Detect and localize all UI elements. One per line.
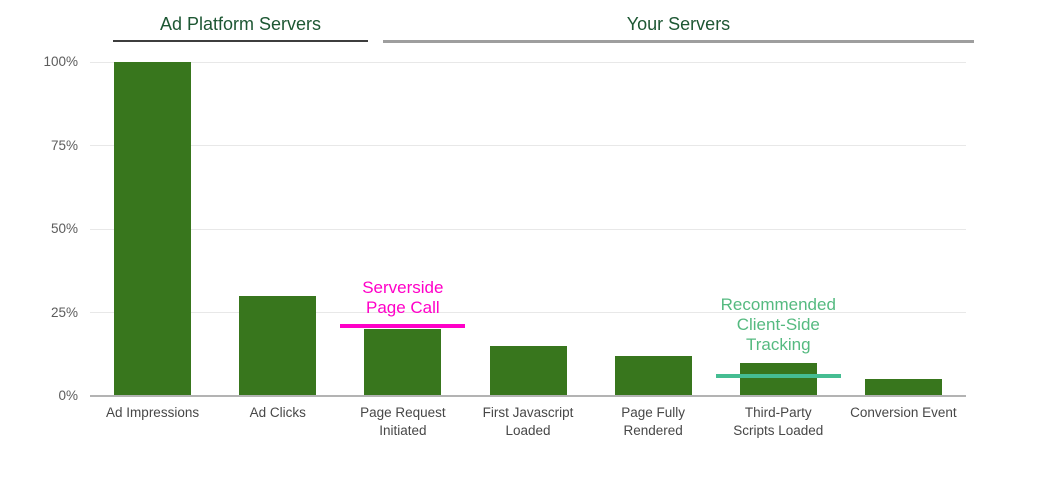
category-label: First Javascript Loaded — [482, 405, 574, 438]
gridline — [90, 61, 966, 63]
category-label: Page Request Initiated — [360, 405, 446, 438]
gridline — [90, 312, 966, 313]
bar — [614, 355, 692, 396]
bar — [739, 362, 817, 396]
gridline — [90, 228, 966, 230]
section-underline-ad-platform-servers — [113, 40, 368, 42]
y-tick-label: 100% — [43, 54, 78, 69]
bar — [489, 345, 567, 396]
section-title-your-servers: Your Servers — [626, 14, 731, 34]
annotation-serverside-page-call: Serverside Page Call — [362, 277, 444, 317]
y-tick-label: 75% — [50, 137, 78, 153]
x-axis-labels: Ad Impressions Ad Clicks Page Request Init… — [90, 404, 966, 448]
bar — [364, 329, 442, 396]
annotation-recommended-client-side-tracking: Recommended Client-Side Tracking — [720, 294, 836, 354]
category-label: Ad Clicks — [249, 405, 306, 420]
section-title-ad-platform-servers: Ad Platform Servers — [159, 14, 322, 34]
annotation-line — [715, 373, 841, 378]
category-label: Third-Party Scripts Loaded — [733, 405, 824, 438]
y-tick-label: 25% — [50, 304, 78, 320]
bar — [114, 62, 192, 396]
y-tick-label: 50% — [50, 221, 78, 236]
annotation-line — [340, 323, 466, 328]
category-label: Ad Impressions — [106, 405, 200, 420]
bar — [864, 379, 942, 396]
category-label: Page Fully Rendered — [621, 405, 686, 438]
x-axis-line — [90, 395, 966, 397]
y-axis: 0% 25% 50% 75% 100% — [0, 54, 80, 403]
y-tick-label: 0% — [58, 388, 78, 403]
plot-area: Serverside Page Call Recommended Client-… — [90, 61, 966, 397]
section-underline-your-servers — [383, 40, 974, 43]
gridline — [90, 145, 966, 146]
bar — [239, 295, 317, 396]
category-label: Conversion Event — [850, 405, 957, 420]
